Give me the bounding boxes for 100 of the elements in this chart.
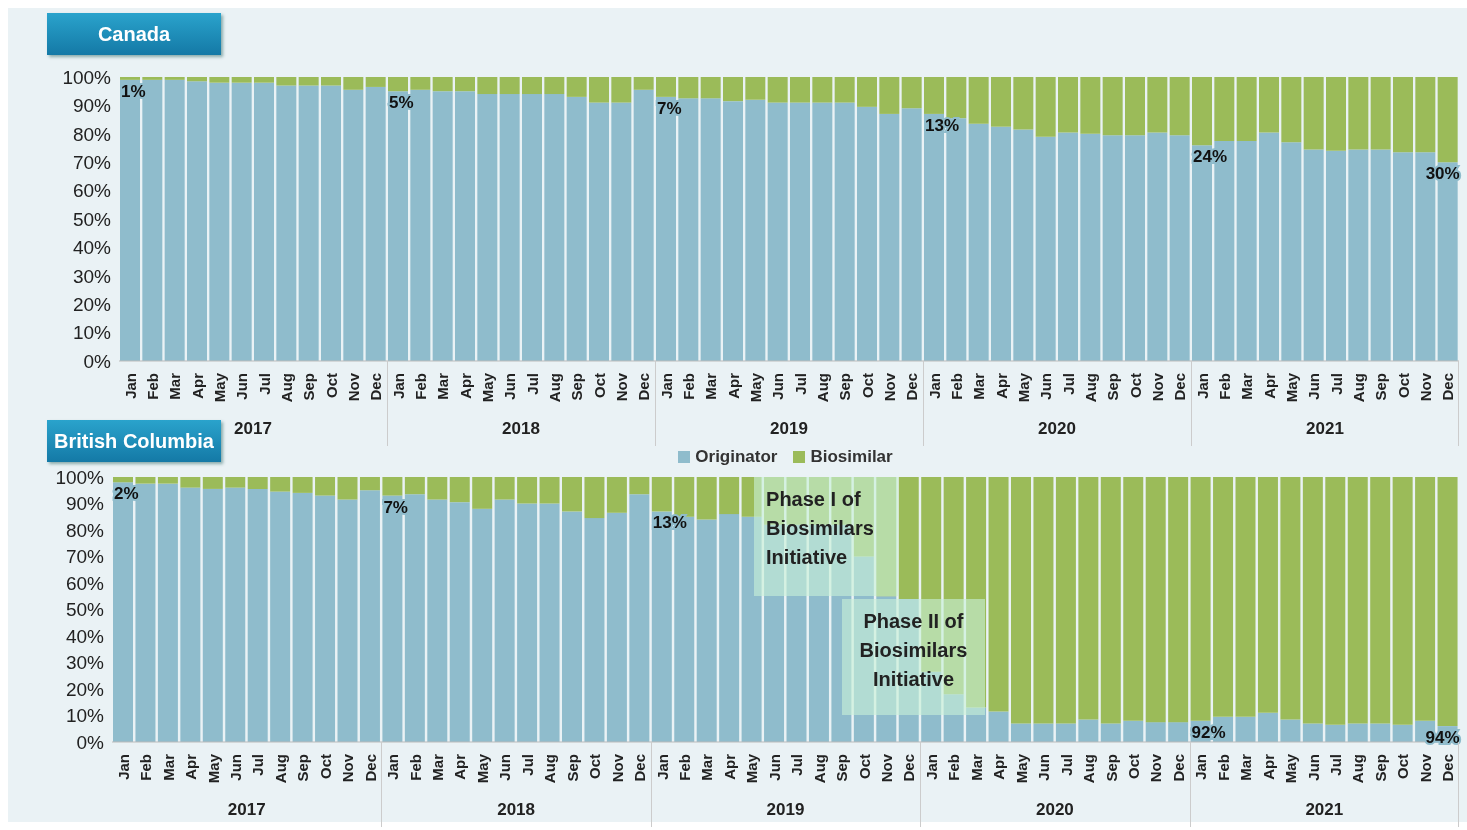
bar — [1035, 136, 1056, 361]
bar — [674, 477, 695, 517]
bar — [477, 77, 498, 95]
bar — [1147, 77, 1168, 133]
x-tick-label: Jan — [1193, 373, 1211, 399]
bar — [790, 102, 810, 361]
bar — [1257, 712, 1278, 742]
y-tick-label: 100% — [55, 466, 105, 488]
x-tick-label: Aug — [810, 754, 828, 784]
y-tick-label: 40% — [72, 237, 112, 259]
bar — [247, 488, 268, 742]
bar — [432, 91, 453, 361]
bar — [517, 477, 538, 504]
bar — [1281, 77, 1302, 143]
x-tick-label: Mar — [970, 372, 988, 400]
bar — [991, 126, 1011, 361]
x-tick-label: Aug — [814, 373, 831, 403]
x-tick-label: Dec — [1439, 754, 1457, 782]
bar — [455, 77, 475, 92]
x-tick-label: Jul — [523, 373, 541, 395]
bar — [1147, 132, 1168, 361]
bar — [943, 694, 964, 742]
x-tick-label: Aug — [1350, 373, 1367, 403]
bar — [723, 77, 743, 102]
bar — [988, 711, 1009, 742]
x-tick-label: Nov — [878, 753, 896, 783]
y-tick-label: 10% — [65, 705, 105, 727]
data-label: 24% — [1193, 147, 1228, 167]
x-tick-label: Apr — [451, 753, 469, 780]
x-tick-label: Jan — [653, 754, 671, 780]
bar — [1013, 77, 1034, 130]
bar — [449, 477, 470, 503]
bar — [1326, 150, 1346, 361]
x-tick-label: Jun — [226, 754, 244, 781]
bar — [1011, 477, 1031, 724]
bar — [1392, 477, 1413, 725]
bar — [1370, 149, 1391, 361]
bar — [633, 77, 654, 90]
bar — [1058, 77, 1078, 133]
x-tick-label: Jan — [1192, 754, 1210, 780]
bar — [180, 487, 201, 742]
x-tick-label: Oct — [590, 373, 608, 399]
x-tick-label: May — [211, 372, 228, 403]
bar — [292, 477, 313, 493]
bar — [1348, 149, 1369, 361]
bar — [991, 77, 1011, 127]
x-tick-label: Jul — [1327, 373, 1345, 395]
data-label: 13% — [925, 115, 960, 135]
bar — [359, 477, 380, 491]
x-tick-label: Aug — [1349, 754, 1367, 784]
y-tick-label: 10% — [72, 322, 112, 344]
text: 2021 — [1305, 419, 1345, 439]
bar — [1055, 477, 1076, 724]
bar — [1326, 77, 1346, 151]
x-tick-label: Oct — [1126, 373, 1144, 399]
annotation: Phase II of Biosimilars Initiative — [859, 609, 968, 690]
bar — [315, 495, 336, 742]
x-tick-label: May — [1283, 372, 1300, 403]
bar — [719, 477, 740, 515]
bar — [1347, 477, 1368, 724]
y-tick-label: 70% — [65, 546, 105, 568]
x-tick-label: Jan — [657, 373, 675, 399]
x-tick-label: Sep — [563, 754, 581, 782]
text: 2020 — [1037, 419, 1077, 439]
bar — [276, 85, 297, 361]
bar — [1213, 477, 1234, 717]
bar — [589, 77, 609, 103]
bar — [292, 492, 313, 742]
x-tick-label: Oct — [1124, 754, 1142, 780]
x-tick-label: Aug — [1080, 754, 1098, 784]
x-tick-label: Oct — [586, 754, 604, 780]
bar — [700, 98, 721, 361]
bar — [1033, 723, 1054, 742]
bar — [1035, 77, 1056, 137]
y-tick-label: 50% — [65, 599, 105, 621]
bar — [544, 94, 565, 361]
x-tick-label: Nov — [608, 753, 626, 783]
x-tick-label: Apr — [990, 753, 1008, 780]
text: 2019 — [765, 800, 806, 820]
bar — [1280, 477, 1301, 720]
bar — [566, 96, 587, 361]
x-tick-label: Aug — [278, 373, 295, 403]
bar — [879, 77, 900, 114]
x-tick-label: Jul — [788, 754, 806, 776]
bar — [337, 477, 358, 500]
bar — [1235, 477, 1256, 717]
text: 2017 — [226, 800, 267, 820]
bar — [1192, 77, 1212, 146]
bar — [1259, 132, 1279, 361]
bar — [254, 82, 274, 361]
x-tick-label: May — [473, 753, 491, 784]
x-tick-label: Dec — [1171, 373, 1189, 401]
x-tick-label: Feb — [412, 373, 429, 400]
bar — [1011, 723, 1031, 742]
bar — [562, 477, 582, 512]
x-tick-label: Aug — [546, 373, 563, 403]
x-tick-label: Jun — [765, 754, 783, 781]
x-tick-label: Aug — [541, 754, 559, 784]
x-tick-label: Oct — [1394, 373, 1412, 399]
text: 2018 — [501, 419, 541, 439]
